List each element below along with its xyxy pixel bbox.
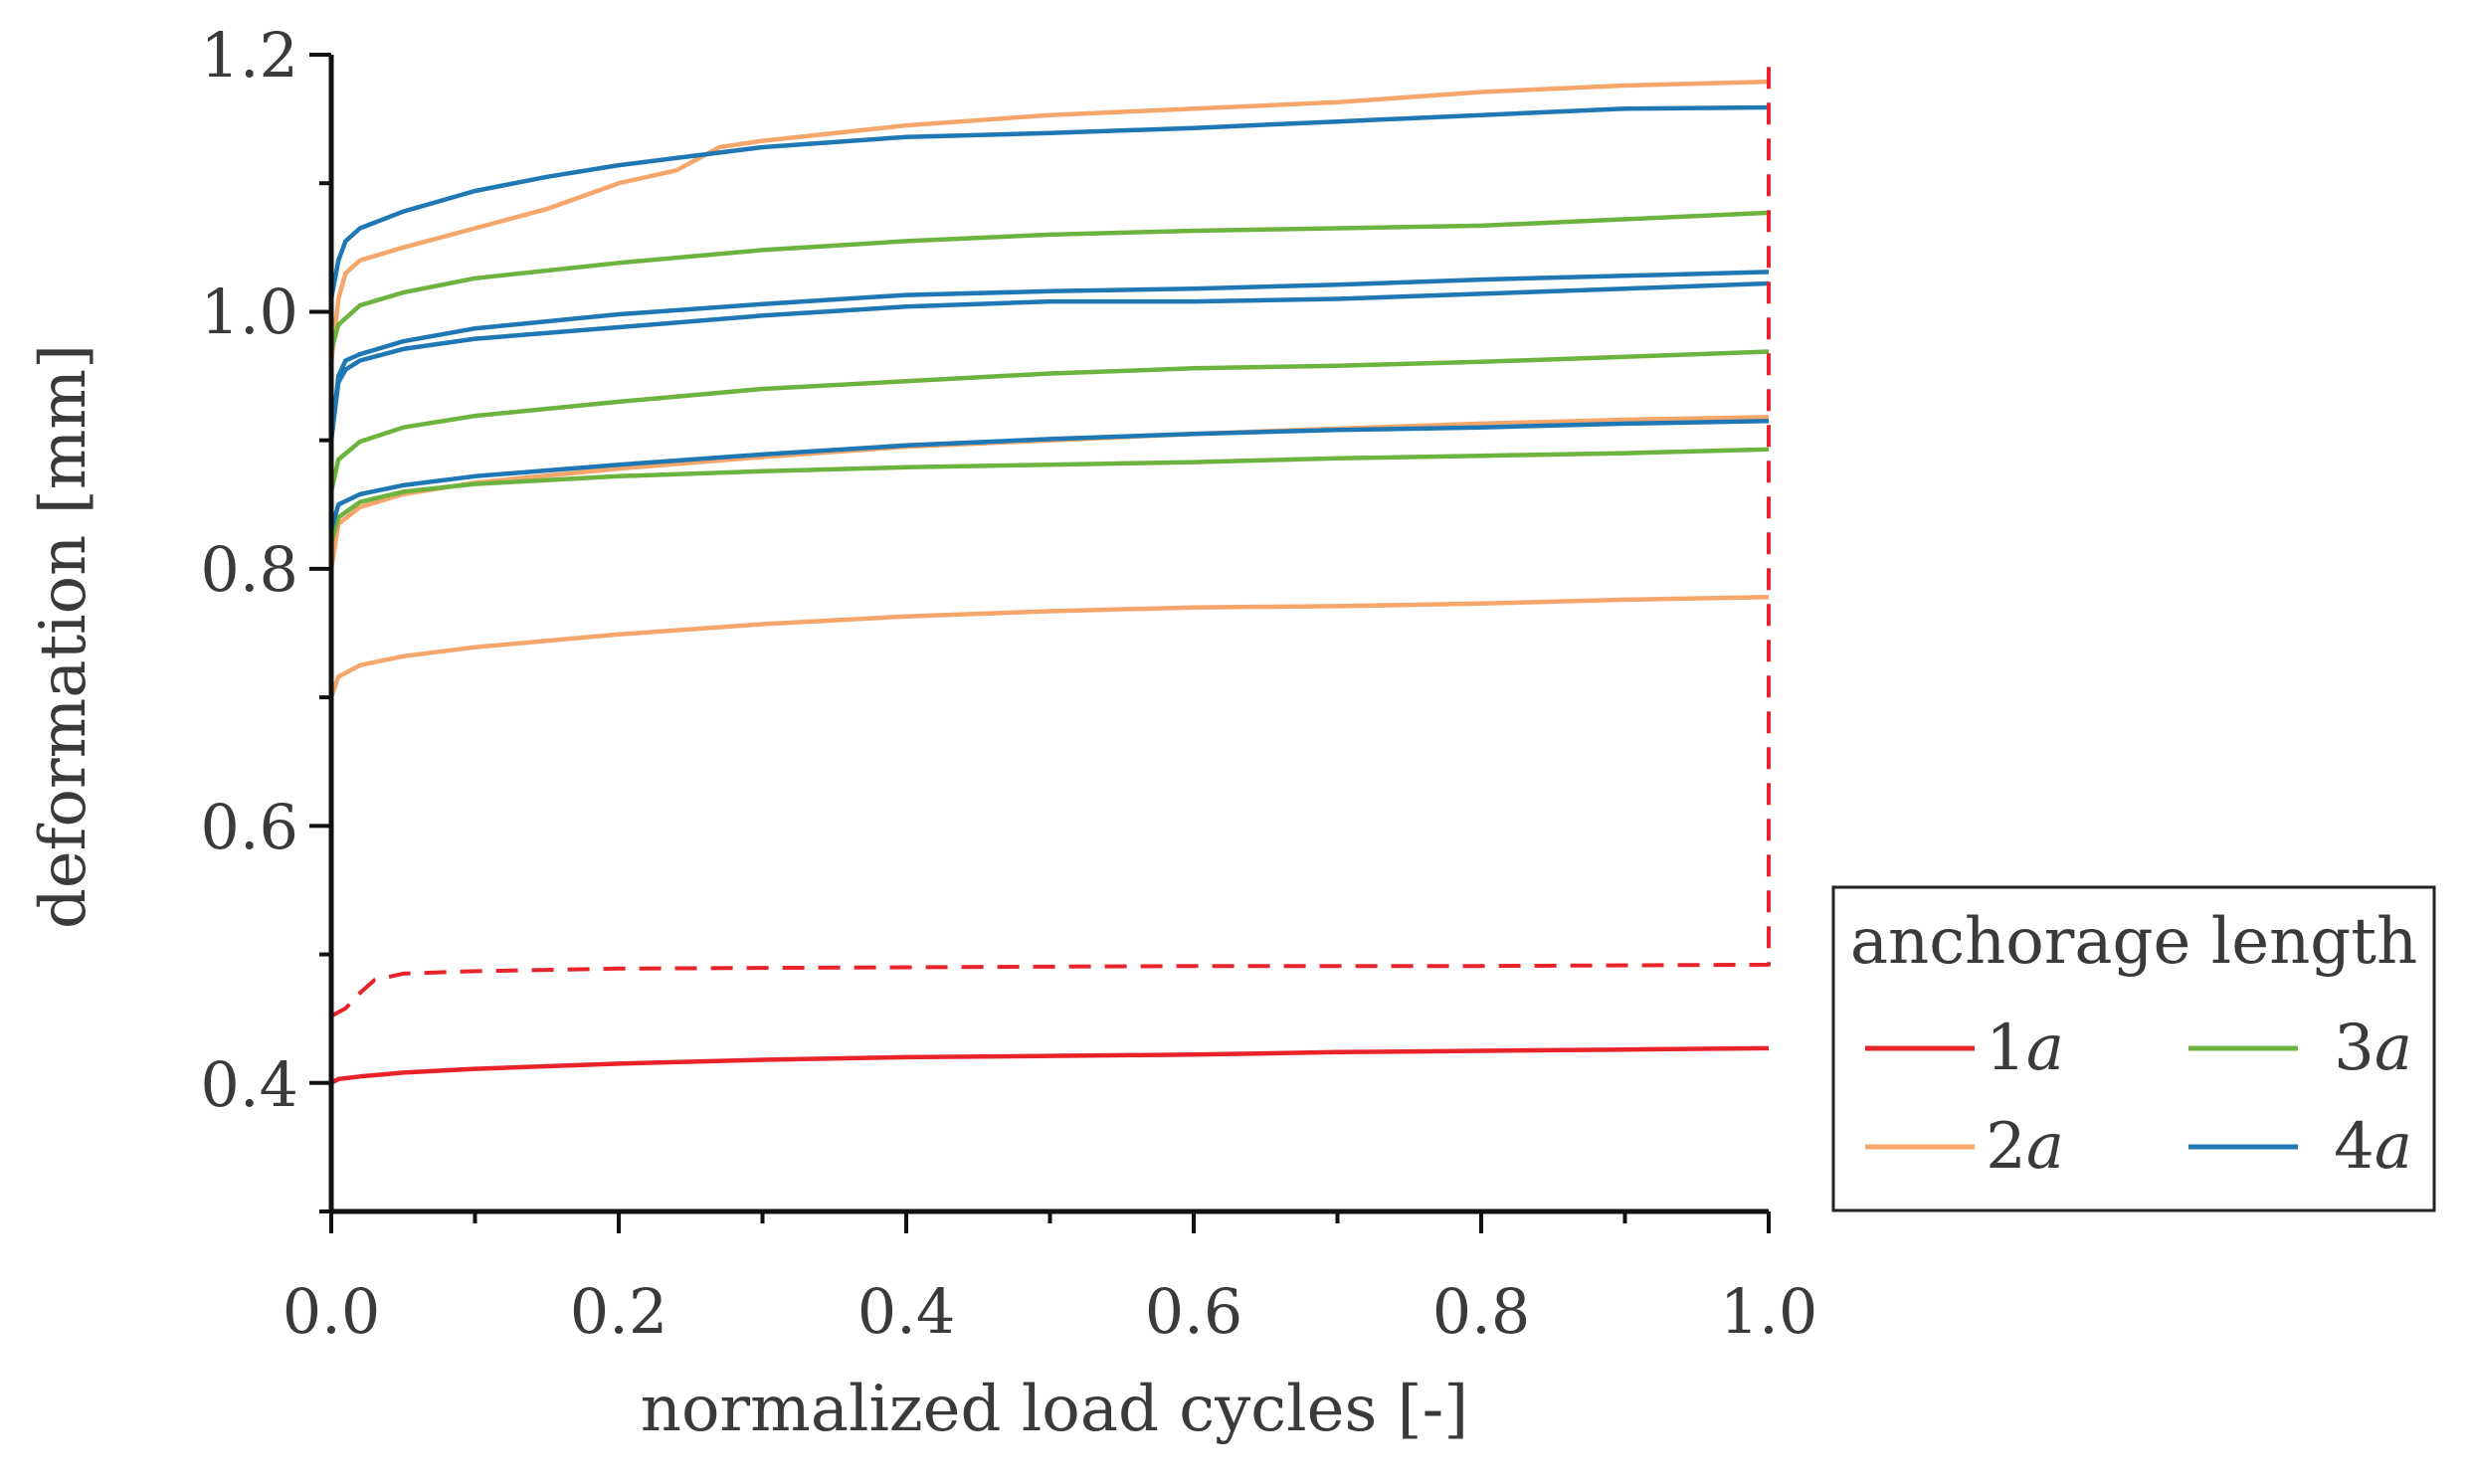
x-tick-label: 0.2 (570, 1275, 668, 1348)
legend-label-2a: 2a (1986, 1110, 2064, 1184)
y-tick-label: 1.0 (200, 276, 298, 348)
legend-label-1a: 1a (1986, 1012, 2064, 1085)
y-tick-label: 0.6 (200, 791, 298, 863)
axis-ticks (309, 53, 1771, 1233)
x-tick-labels: 0.0 0.2 0.4 0.6 0.8 1.0 (283, 1275, 1818, 1348)
series-line-4a-9 (328, 280, 1770, 1083)
x-tick-label: 0.4 (857, 1275, 956, 1348)
y-tick-labels: 0.4 0.6 0.8 1.0 1.2 (200, 19, 298, 1121)
plot-lines (328, 55, 1771, 1085)
x-tick-label: 0.0 (283, 1275, 381, 1348)
x-tick-label: 0.6 (1145, 1275, 1243, 1348)
series-line-2a-1 (328, 79, 1770, 1083)
y-tick-label: 1.2 (200, 19, 298, 92)
y-tick-label: 0.8 (200, 533, 298, 606)
y-tick-label: 0.4 (200, 1048, 298, 1121)
series-line-4a-10 (328, 419, 1770, 1083)
series-line-1a-0 (329, 1045, 1770, 1085)
series-line-3a-5 (328, 349, 1770, 1083)
series-line-3a-4 (328, 210, 1770, 1083)
series-line-3a-6 (328, 447, 1770, 1083)
y-axis-title: deformation [mm] (27, 344, 100, 929)
legend-title: anchorage length (1850, 905, 2417, 979)
series-line-2a-2 (328, 415, 1770, 1083)
legend: anchorage length 1a 2a 3a 4a (1831, 885, 2436, 1212)
legend-label-3a: 3a (2334, 1012, 2412, 1085)
series-line-1a-failure-envelope-11 (330, 55, 1771, 1019)
x-tick-label: 0.8 (1432, 1275, 1531, 1348)
x-axis-title: normalized load cycles [-] (641, 1373, 1468, 1446)
series-line-4a-8 (328, 270, 1770, 1083)
series-line-4a-7 (328, 104, 1770, 1083)
legend-label-4a: 4a (2334, 1110, 2412, 1184)
x-tick-label: 1.0 (1720, 1275, 1818, 1348)
series-line-2a-3 (328, 595, 1770, 1083)
